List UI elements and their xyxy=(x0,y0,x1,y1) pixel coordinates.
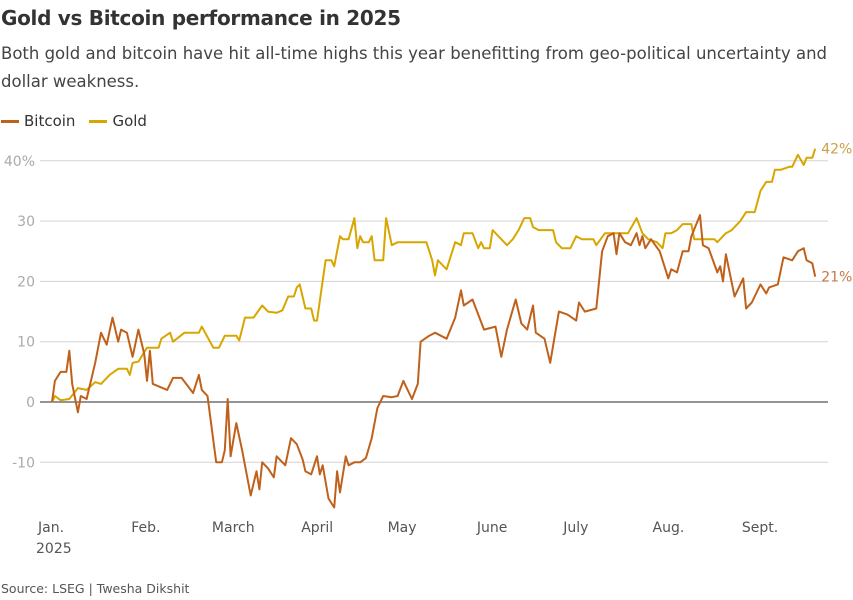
y-tick-label: 10 xyxy=(17,335,35,351)
end-label-bitcoin: 21% xyxy=(821,270,852,286)
y-tick-label: 40% xyxy=(4,154,35,170)
y-tick-label: 0 xyxy=(26,395,35,411)
chart-title: Gold vs Bitcoin performance in 2025 xyxy=(1,6,401,30)
x-tick-label: Feb. xyxy=(131,520,160,536)
source-note: Source: LSEG | Twesha Dikshit xyxy=(1,581,190,596)
x-tick-label: July xyxy=(562,520,588,536)
legend-label-gold: Gold xyxy=(112,112,147,130)
legend: Bitcoin Gold xyxy=(1,112,147,130)
x-tick-label: Aug. xyxy=(653,520,685,536)
x-tick-label: May xyxy=(388,520,417,536)
x-tick-year-label: 2025 xyxy=(36,541,72,557)
legend-item-gold: Gold xyxy=(89,112,147,130)
x-tick-label: April xyxy=(301,520,333,536)
series-line-gold xyxy=(51,148,817,403)
y-tick-label: 20 xyxy=(17,274,35,290)
x-tick-label: Jan. xyxy=(37,520,64,536)
legend-swatch-bitcoin xyxy=(1,119,19,123)
y-tick-label: 30 xyxy=(17,214,35,230)
end-label-gold: 42% xyxy=(821,142,852,158)
chart-subtitle: Both gold and bitcoin have hit all-time … xyxy=(1,44,828,91)
x-tick-label: Sept. xyxy=(742,520,778,536)
x-tick-label: March xyxy=(212,520,255,536)
x-tick-label: June xyxy=(476,520,508,536)
legend-item-bitcoin: Bitcoin xyxy=(1,112,75,130)
legend-label-bitcoin: Bitcoin xyxy=(24,112,76,130)
legend-swatch-gold xyxy=(89,119,108,123)
series-line-bitcoin xyxy=(51,214,817,509)
y-tick-label: -10 xyxy=(12,455,35,471)
